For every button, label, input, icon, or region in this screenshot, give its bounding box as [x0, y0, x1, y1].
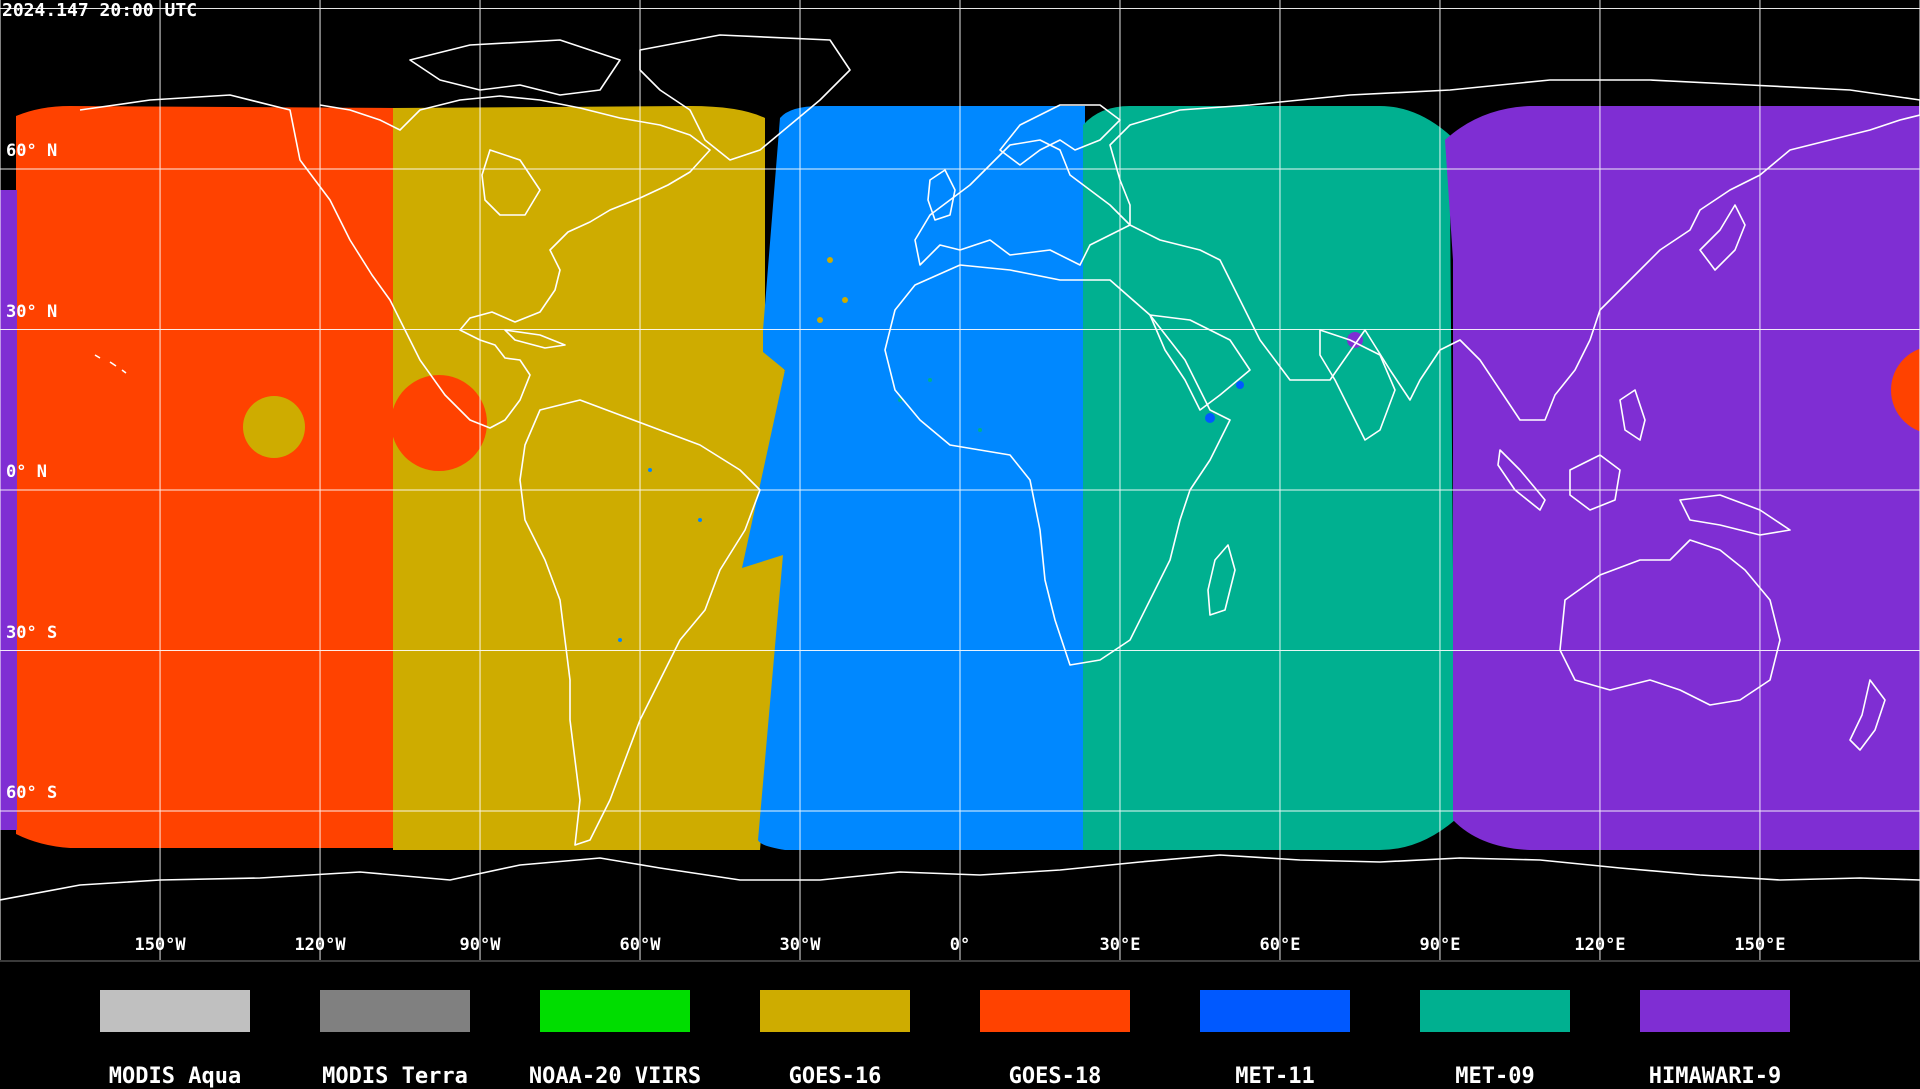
lat-label: 0° N: [6, 462, 47, 482]
legend-label: NOAA-20 VIIRS: [528, 1064, 702, 1089]
lon-label: 150°E: [1734, 935, 1786, 955]
coastline-europe: [914, 139, 1131, 266]
legend-item: GOES-16: [760, 990, 910, 1089]
coastline-hudson-bay: [481, 149, 541, 216]
coastlines: [0, 34, 1920, 901]
legend-swatch: [760, 990, 910, 1032]
coverage-goes-18-wrap: [1891, 348, 1920, 432]
coastline-cuba: [504, 329, 566, 349]
coastline-arctic-islands: [409, 39, 621, 96]
legend-swatch: [1420, 990, 1570, 1032]
legend-item: NOAA-20 VIIRS: [529, 990, 701, 1089]
legend-label: MET-11: [1235, 1064, 1315, 1089]
lat-label: 60° N: [6, 141, 58, 161]
legend-label: HIMAWARI-9: [1648, 1064, 1782, 1089]
coverage-goes-16: [393, 106, 785, 850]
coastline-greenland: [639, 34, 851, 161]
coastline-new-zealand: [1849, 679, 1886, 751]
coastline-australia: [1559, 539, 1781, 706]
legend-swatch: [100, 990, 250, 1032]
coastline-asia: [1109, 79, 1920, 421]
legend-item: MODIS Terra: [320, 990, 470, 1089]
legend-swatch: [1200, 990, 1350, 1032]
coastline-borneo: [1569, 454, 1621, 511]
lat-label: 60° S: [6, 783, 58, 803]
coverage-met-09: [1083, 106, 1455, 850]
lon-label: 30°E: [1099, 935, 1141, 955]
coastline-sumatra: [1497, 449, 1546, 511]
legend-item: MET-11: [1200, 990, 1350, 1089]
lon-label: 90°E: [1419, 935, 1461, 955]
timestamp: 2024.147 20:00 UTC: [2, 0, 198, 21]
world-map: [0, 0, 1920, 960]
coverage-met-11: [742, 106, 1085, 850]
coverage-himawari-9-wrap: [0, 190, 17, 830]
coastline-philippines: [1619, 389, 1646, 441]
coastline-new-guinea: [1679, 494, 1791, 536]
lat-label: 30° N: [6, 301, 58, 322]
lon-label: 30°W: [779, 935, 821, 955]
lat-lon-grid: [0, 0, 1920, 960]
coverage-layer: [0, 106, 1920, 850]
map-panel: 2024.147 20:00 UTC 60° N 30° N 0° N 30° S 60…: [0, 0, 1920, 960]
legend-label: MODIS Terra: [322, 1064, 468, 1089]
coastline-north-america: [79, 94, 711, 429]
lon-label: 60°W: [619, 935, 661, 955]
lon-label: 150°W: [134, 935, 186, 955]
legend-swatch: [980, 990, 1130, 1032]
coastline-hawaii: [94, 354, 127, 374]
legend-label: MODIS Aqua: [108, 1064, 242, 1089]
legend-label: GOES-18: [1008, 1064, 1102, 1089]
legend-swatch: [320, 990, 470, 1032]
coastline-india: [1319, 329, 1396, 441]
legend-swatch: [540, 990, 690, 1032]
lon-label: 120°W: [294, 935, 346, 955]
coastline-japan: [1699, 204, 1746, 271]
coastline-antarctica: [0, 854, 1920, 901]
legend-item: GOES-18: [980, 990, 1130, 1089]
coastline-madagascar: [1207, 544, 1236, 616]
legend-item: MODIS Aqua: [100, 990, 250, 1089]
legend-item: HIMAWARI-9: [1640, 990, 1790, 1089]
coverage-himawari-9: [1445, 106, 1920, 850]
coverage-goes-16-patch: [243, 396, 305, 458]
coastline-british-isles: [927, 169, 956, 221]
legend-item: MET-09: [1420, 990, 1570, 1089]
legend: MODIS Aqua MODIS Terra NOAA-20 VIIRS GOES-1…: [0, 960, 1920, 1089]
lat-label: 30° S: [6, 622, 58, 643]
lon-label: 60°E: [1259, 935, 1301, 955]
lon-label: 0°: [949, 935, 971, 955]
coastline-south-america: [519, 399, 761, 846]
coverage-goes-18-patch: [391, 375, 487, 471]
lon-label: 120°E: [1574, 935, 1626, 955]
legend-label: MET-09: [1455, 1064, 1535, 1089]
coastline-arabia: [1149, 314, 1251, 411]
legend-swatch: [1640, 990, 1790, 1032]
legend-label: GOES-16: [788, 1064, 882, 1089]
coverage-goes-18: [16, 106, 395, 848]
coastline-africa: [884, 264, 1231, 666]
lon-label: 90°W: [459, 935, 501, 955]
coastline-scandinavia: [999, 104, 1121, 166]
